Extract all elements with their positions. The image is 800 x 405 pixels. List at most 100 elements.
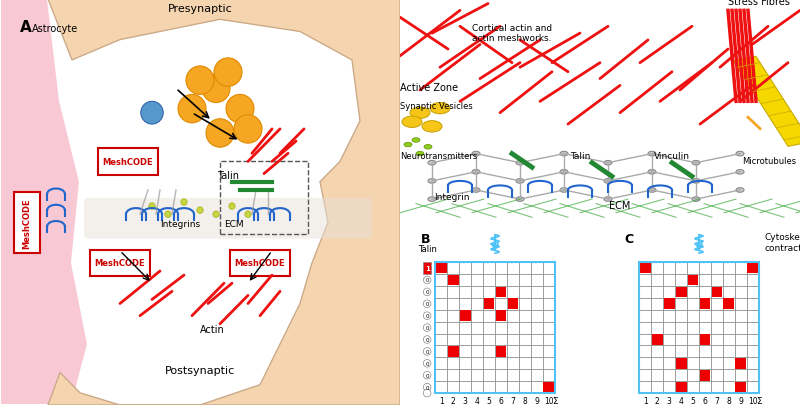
Circle shape	[423, 300, 431, 308]
Text: 1: 1	[643, 396, 648, 405]
Bar	[675, 298, 687, 310]
Bar	[447, 322, 459, 334]
Text: 6: 6	[702, 396, 707, 405]
Bar	[723, 310, 734, 322]
Circle shape	[648, 170, 656, 175]
Bar	[639, 381, 651, 393]
Text: 0: 0	[426, 313, 429, 318]
Bar	[687, 286, 699, 298]
Bar	[711, 287, 722, 298]
Circle shape	[516, 161, 524, 166]
Bar	[495, 274, 507, 286]
Circle shape	[428, 161, 436, 166]
Text: 5: 5	[690, 396, 695, 405]
Bar	[483, 369, 495, 381]
Bar	[675, 262, 687, 274]
Circle shape	[472, 152, 480, 156]
Bar	[639, 310, 651, 322]
Bar	[711, 345, 723, 358]
Bar	[507, 310, 519, 322]
Bar	[435, 381, 447, 393]
Bar	[676, 358, 686, 369]
Text: Active Zone: Active Zone	[400, 83, 458, 93]
Circle shape	[604, 197, 612, 202]
Circle shape	[213, 211, 219, 218]
Bar	[734, 322, 746, 334]
Bar	[542, 369, 554, 381]
Bar	[435, 345, 447, 358]
Circle shape	[149, 203, 155, 210]
Bar	[687, 322, 699, 334]
Bar	[746, 345, 758, 358]
Bar	[711, 274, 723, 286]
Bar	[435, 322, 447, 334]
Bar	[507, 274, 519, 286]
Bar	[483, 286, 495, 298]
Bar	[507, 298, 518, 309]
Bar	[459, 298, 471, 310]
Text: ECM: ECM	[610, 200, 630, 211]
Text: 8: 8	[522, 396, 527, 405]
Bar	[675, 369, 687, 381]
Bar	[687, 345, 699, 358]
Bar	[542, 310, 554, 322]
Bar	[734, 381, 746, 393]
Bar	[723, 369, 734, 381]
Circle shape	[604, 161, 612, 166]
Bar	[435, 262, 554, 393]
Bar	[734, 345, 746, 358]
Bar	[435, 298, 447, 310]
Bar	[519, 286, 530, 298]
Bar	[723, 381, 734, 393]
Text: B: B	[421, 232, 430, 245]
Bar	[507, 262, 519, 274]
Bar	[711, 322, 723, 334]
Text: 0: 0	[426, 373, 429, 378]
Text: 4: 4	[678, 396, 683, 405]
Bar	[542, 345, 554, 358]
Text: 0: 0	[426, 349, 429, 354]
Text: 0: 0	[426, 325, 429, 330]
Circle shape	[423, 389, 431, 397]
Text: 6: 6	[498, 396, 503, 405]
Bar	[735, 382, 746, 392]
Circle shape	[202, 75, 230, 103]
Bar	[663, 274, 675, 286]
Bar	[507, 298, 519, 310]
Bar	[471, 262, 483, 274]
Circle shape	[245, 211, 251, 218]
Bar	[711, 310, 723, 322]
Bar	[448, 275, 458, 286]
Bar	[652, 334, 662, 345]
Text: Synaptic Vesicles: Synaptic Vesicles	[400, 102, 473, 111]
Circle shape	[423, 384, 431, 391]
Bar	[699, 298, 711, 310]
Bar	[459, 262, 471, 274]
Bar	[435, 369, 447, 381]
Text: Talin: Talin	[418, 244, 437, 253]
Bar	[651, 322, 663, 334]
Bar	[507, 345, 519, 358]
Bar	[483, 310, 495, 322]
Bar	[542, 334, 554, 345]
Bar	[723, 345, 734, 358]
Text: 0: 0	[426, 337, 429, 342]
Bar	[723, 322, 734, 334]
Bar	[663, 322, 675, 334]
Circle shape	[648, 152, 656, 156]
Circle shape	[423, 324, 431, 332]
Bar	[734, 286, 746, 298]
Bar	[711, 369, 723, 381]
Text: 0: 0	[426, 290, 429, 294]
Bar	[530, 262, 542, 274]
Text: Presynaptic: Presynaptic	[168, 4, 232, 14]
Circle shape	[206, 119, 234, 148]
Bar	[496, 311, 506, 321]
Text: 1: 1	[425, 265, 430, 271]
Circle shape	[412, 139, 420, 143]
Circle shape	[604, 179, 612, 184]
Bar	[639, 262, 758, 393]
Bar	[542, 358, 554, 369]
Bar	[687, 334, 699, 345]
Bar	[639, 298, 651, 310]
